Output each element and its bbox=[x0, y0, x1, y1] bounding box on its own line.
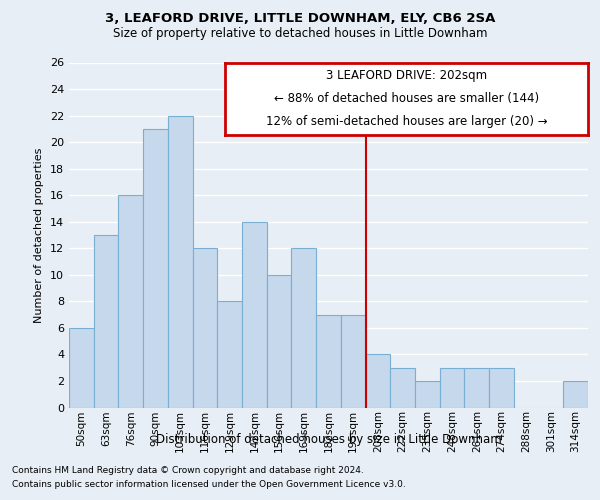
Bar bbox=[563, 381, 588, 407]
Bar bbox=[118, 195, 143, 408]
Bar bbox=[316, 314, 341, 408]
Bar bbox=[242, 222, 267, 408]
Text: ← 88% of detached houses are smaller (144): ← 88% of detached houses are smaller (14… bbox=[274, 92, 539, 106]
Text: Size of property relative to detached houses in Little Downham: Size of property relative to detached ho… bbox=[113, 28, 487, 40]
Bar bbox=[464, 368, 489, 408]
Bar bbox=[217, 302, 242, 408]
Bar bbox=[143, 129, 168, 407]
Text: Contains public sector information licensed under the Open Government Licence v3: Contains public sector information licen… bbox=[12, 480, 406, 489]
Bar bbox=[168, 116, 193, 408]
Bar bbox=[365, 354, 390, 408]
Bar bbox=[489, 368, 514, 408]
Y-axis label: Number of detached properties: Number of detached properties bbox=[34, 148, 44, 322]
Bar bbox=[193, 248, 217, 408]
Text: Distribution of detached houses by size in Little Downham: Distribution of detached houses by size … bbox=[156, 432, 502, 446]
Bar bbox=[267, 275, 292, 407]
Text: 3, LEAFORD DRIVE, LITTLE DOWNHAM, ELY, CB6 2SA: 3, LEAFORD DRIVE, LITTLE DOWNHAM, ELY, C… bbox=[105, 12, 495, 26]
Bar bbox=[94, 235, 118, 408]
Bar bbox=[292, 248, 316, 408]
Bar bbox=[390, 368, 415, 408]
Text: 3 LEAFORD DRIVE: 202sqm: 3 LEAFORD DRIVE: 202sqm bbox=[326, 69, 487, 82]
Bar bbox=[69, 328, 94, 407]
Bar bbox=[440, 368, 464, 408]
Text: Contains HM Land Registry data © Crown copyright and database right 2024.: Contains HM Land Registry data © Crown c… bbox=[12, 466, 364, 475]
Bar bbox=[415, 381, 440, 407]
Text: 12% of semi-detached houses are larger (20) →: 12% of semi-detached houses are larger (… bbox=[266, 116, 547, 128]
Bar bbox=[341, 314, 365, 408]
